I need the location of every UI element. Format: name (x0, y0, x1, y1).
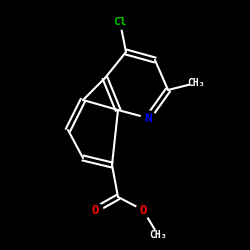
Text: N: N (144, 112, 152, 124)
Text: Cl: Cl (113, 17, 127, 27)
Text: CH₃: CH₃ (149, 230, 167, 240)
Text: O: O (139, 204, 147, 216)
Text: O: O (91, 204, 99, 216)
Text: CH₃: CH₃ (187, 78, 205, 88)
